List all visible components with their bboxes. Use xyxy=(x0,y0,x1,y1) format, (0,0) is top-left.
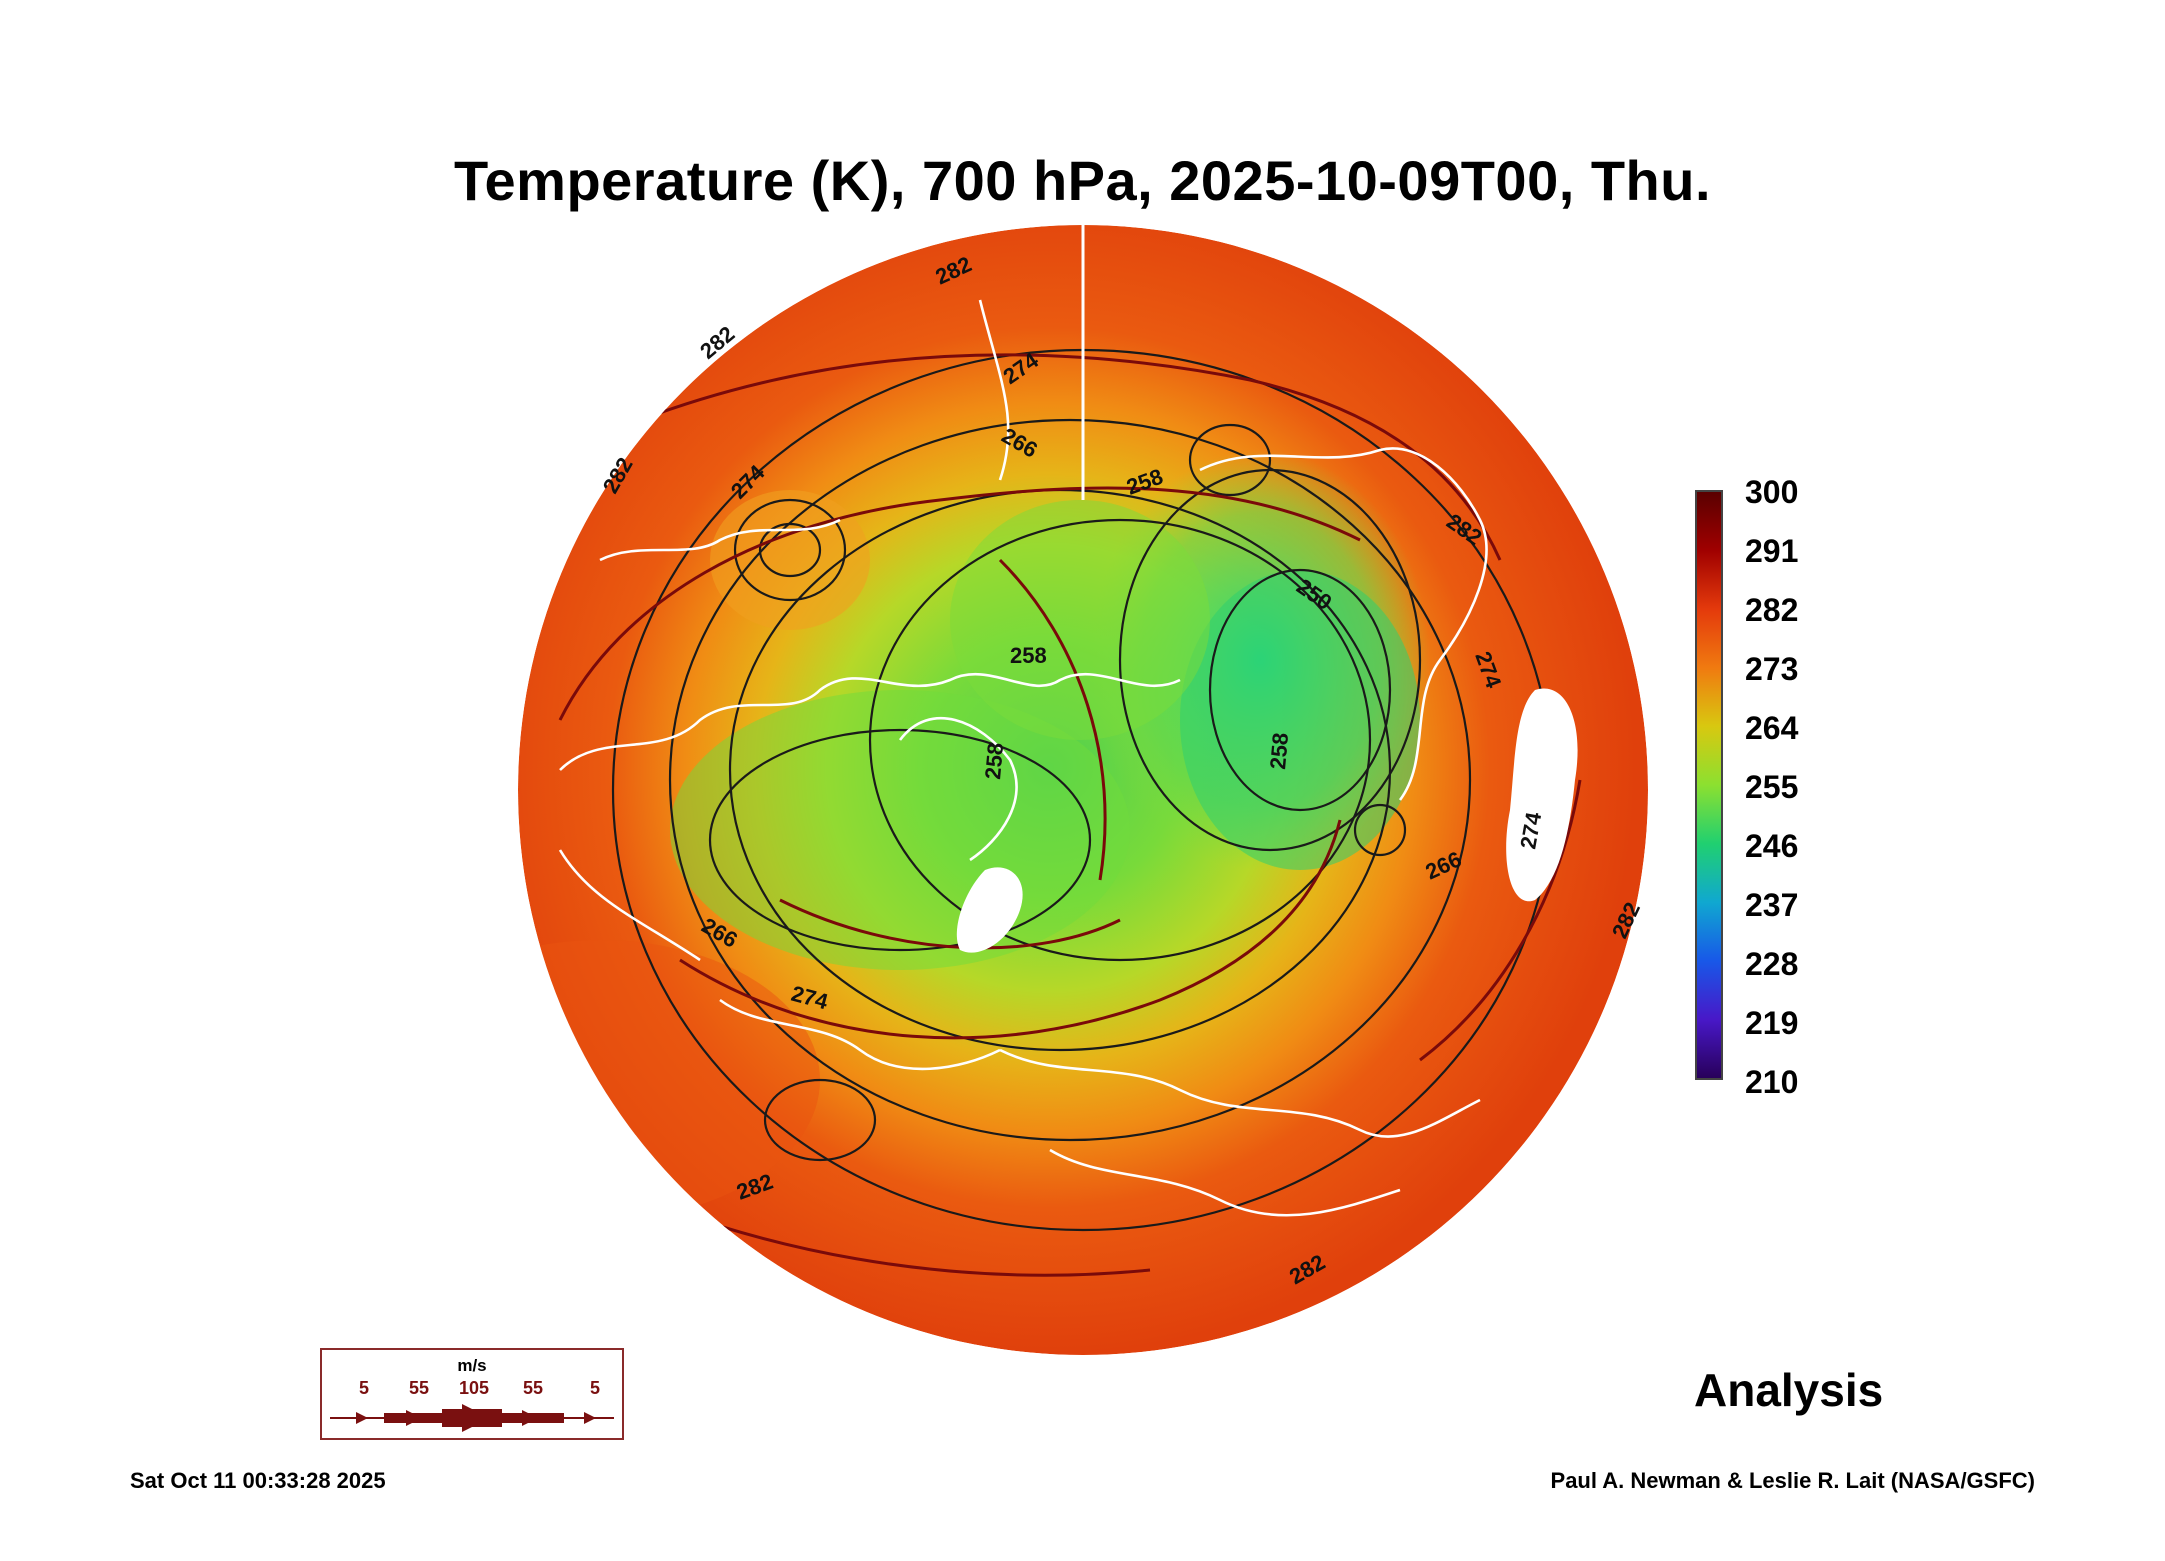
colorbar-label: 255 xyxy=(1745,769,1799,805)
contour-label: 258 xyxy=(1010,643,1047,668)
wind-value-label: 5 xyxy=(358,1378,370,1398)
colorbar-label: 237 xyxy=(1745,887,1799,923)
missing-data-patch xyxy=(1506,688,1578,902)
contour-label: 258 xyxy=(1265,732,1293,771)
globe xyxy=(518,225,1648,1355)
analysis-label: Analysis xyxy=(1694,1364,1884,1416)
wind-scale-arrow xyxy=(330,1404,614,1432)
colorbar-label: 273 xyxy=(1745,651,1799,687)
colorbar-label: 228 xyxy=(1745,946,1799,982)
contour-label: 258 xyxy=(980,742,1008,781)
colorbar xyxy=(1695,490,1723,1080)
wind-value-label: 55 xyxy=(408,1378,430,1398)
wind-value-label: 55 xyxy=(522,1378,544,1398)
missing-data-patch xyxy=(956,867,1023,953)
coastlines xyxy=(558,299,1488,1217)
wind-streamlines xyxy=(558,353,1582,1277)
colorbar-label: 291 xyxy=(1745,533,1799,569)
colorbar-label: 210 xyxy=(1745,1064,1799,1100)
colorbar-label: 300 xyxy=(1745,474,1799,510)
wind-legend: m/s 5 55 105 55 5 xyxy=(320,1348,624,1440)
colorbar-label: 264 xyxy=(1745,710,1799,746)
wind-unit-label: m/s xyxy=(457,1356,487,1375)
timestamp: Sat Oct 11 00:33:28 2025 xyxy=(130,1468,386,1493)
colorbar-label: 219 xyxy=(1745,1005,1799,1041)
wind-value-label: 5 xyxy=(589,1378,601,1398)
chart-title: Temperature (K), 700 hPa, 2025-10-09T00,… xyxy=(453,149,1712,212)
colorbar-label: 282 xyxy=(1745,592,1799,628)
credit-line: Paul A. Newman & Leslie R. Lait (NASA/GS… xyxy=(1550,1468,2035,1493)
wind-value-label: 105 xyxy=(458,1378,490,1398)
colorbar-label: 246 xyxy=(1745,828,1799,864)
